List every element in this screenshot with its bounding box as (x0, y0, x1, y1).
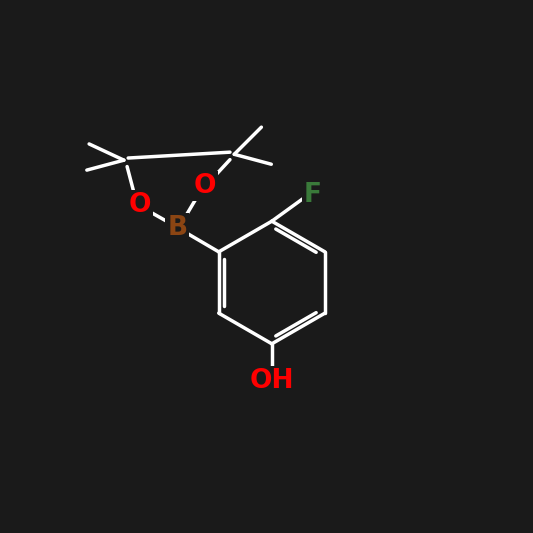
Text: B: B (167, 215, 187, 241)
Text: F: F (304, 182, 322, 208)
Text: O: O (193, 173, 216, 199)
Text: O: O (128, 192, 151, 219)
Text: OH: OH (249, 368, 294, 394)
